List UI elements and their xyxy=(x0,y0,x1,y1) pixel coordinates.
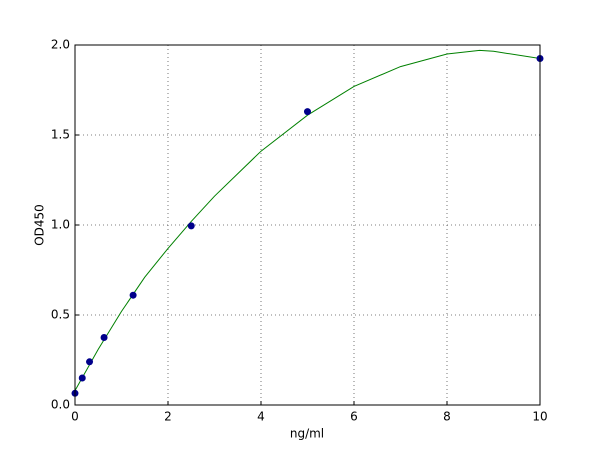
data-point xyxy=(78,374,86,382)
y-tick-label: 0.5 xyxy=(51,308,70,322)
x-tick-label: 8 xyxy=(443,410,451,424)
x-tick-label: 10 xyxy=(532,410,547,424)
data-point xyxy=(86,358,94,366)
x-axis-label: ng/ml xyxy=(290,427,324,441)
y-tick-label: 0.0 xyxy=(51,398,70,412)
data-point xyxy=(100,334,108,341)
x-tick-label: 2 xyxy=(164,410,172,424)
y-axis-label: OD450 xyxy=(33,204,47,246)
data-point xyxy=(304,108,311,116)
y-tick-label: 1.0 xyxy=(51,218,70,232)
plot-frame xyxy=(74,44,541,406)
y-tick-label: 2.0 xyxy=(51,38,70,52)
data-point xyxy=(129,291,137,299)
x-tick-label: 0 xyxy=(71,410,79,424)
data-point xyxy=(187,222,195,230)
y-tick-label: 1.5 xyxy=(51,128,70,142)
fit-curve xyxy=(75,49,540,391)
x-tick-label: 6 xyxy=(350,410,358,424)
x-tick-label: 4 xyxy=(257,410,265,424)
